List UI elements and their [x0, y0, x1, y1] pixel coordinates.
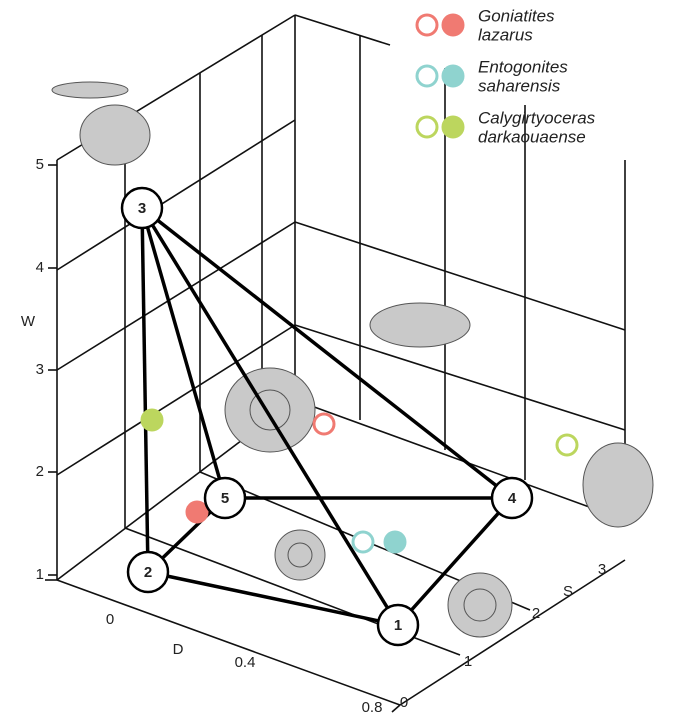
edge: [140, 207, 400, 626]
legend-open: [415, 64, 439, 88]
legend-label: Calygirtyoceras: [478, 108, 596, 127]
taxon-point: [351, 530, 375, 554]
w-tick-label: 3: [36, 361, 44, 378]
node-label: 1: [394, 617, 402, 634]
taxon-point: [185, 500, 209, 524]
w-tick-label: 4: [36, 259, 44, 276]
s-axis-label: S: [563, 583, 573, 600]
edges: [140, 206, 514, 627]
edge: [396, 496, 514, 627]
node-label: 4: [508, 490, 517, 507]
taxon-point: [140, 408, 164, 432]
legend-filled: [441, 64, 465, 88]
node: [376, 603, 420, 647]
legend-label: lazarus: [478, 25, 533, 44]
d-tick-label: 0: [106, 611, 114, 628]
s-tick-label: 2: [532, 605, 540, 622]
edge: [140, 206, 514, 500]
legend-label: saharensis: [478, 76, 561, 95]
node: [126, 550, 170, 594]
node: [203, 476, 247, 520]
node-label: 2: [144, 564, 152, 581]
node-label: 3: [138, 200, 146, 217]
legend-label: darkaouaense: [478, 127, 586, 146]
legend-filled: [441, 115, 465, 139]
d-tick-label: 0.4: [235, 654, 256, 671]
legend-label: Entogonites: [478, 57, 568, 76]
edge: [147, 570, 399, 627]
d-tick-label: 0.8: [362, 699, 383, 716]
node: [490, 476, 534, 520]
taxon-point: [555, 433, 579, 457]
s-tick-label: 0: [400, 694, 408, 711]
legend-open: [415, 13, 439, 37]
shells: [51, 81, 654, 638]
edge: [140, 207, 150, 573]
legend-open: [415, 115, 439, 139]
w-tick-label: 1: [36, 566, 44, 583]
edge: [140, 207, 227, 499]
d-axis-label: D: [173, 641, 184, 658]
taxon-point: [312, 412, 336, 436]
w-tick-label: 5: [36, 156, 44, 173]
node-label: 5: [221, 490, 229, 507]
s-tick-label: 3: [598, 561, 606, 578]
taxon-point: [383, 530, 407, 554]
legend-filled: [441, 13, 465, 37]
points: [140, 408, 579, 554]
legend-label: Goniatites: [478, 6, 555, 25]
s-tick-label: 1: [464, 653, 472, 670]
w-axis-label: W: [21, 313, 36, 330]
w-tick-label: 2: [36, 463, 44, 480]
node: [120, 186, 164, 230]
